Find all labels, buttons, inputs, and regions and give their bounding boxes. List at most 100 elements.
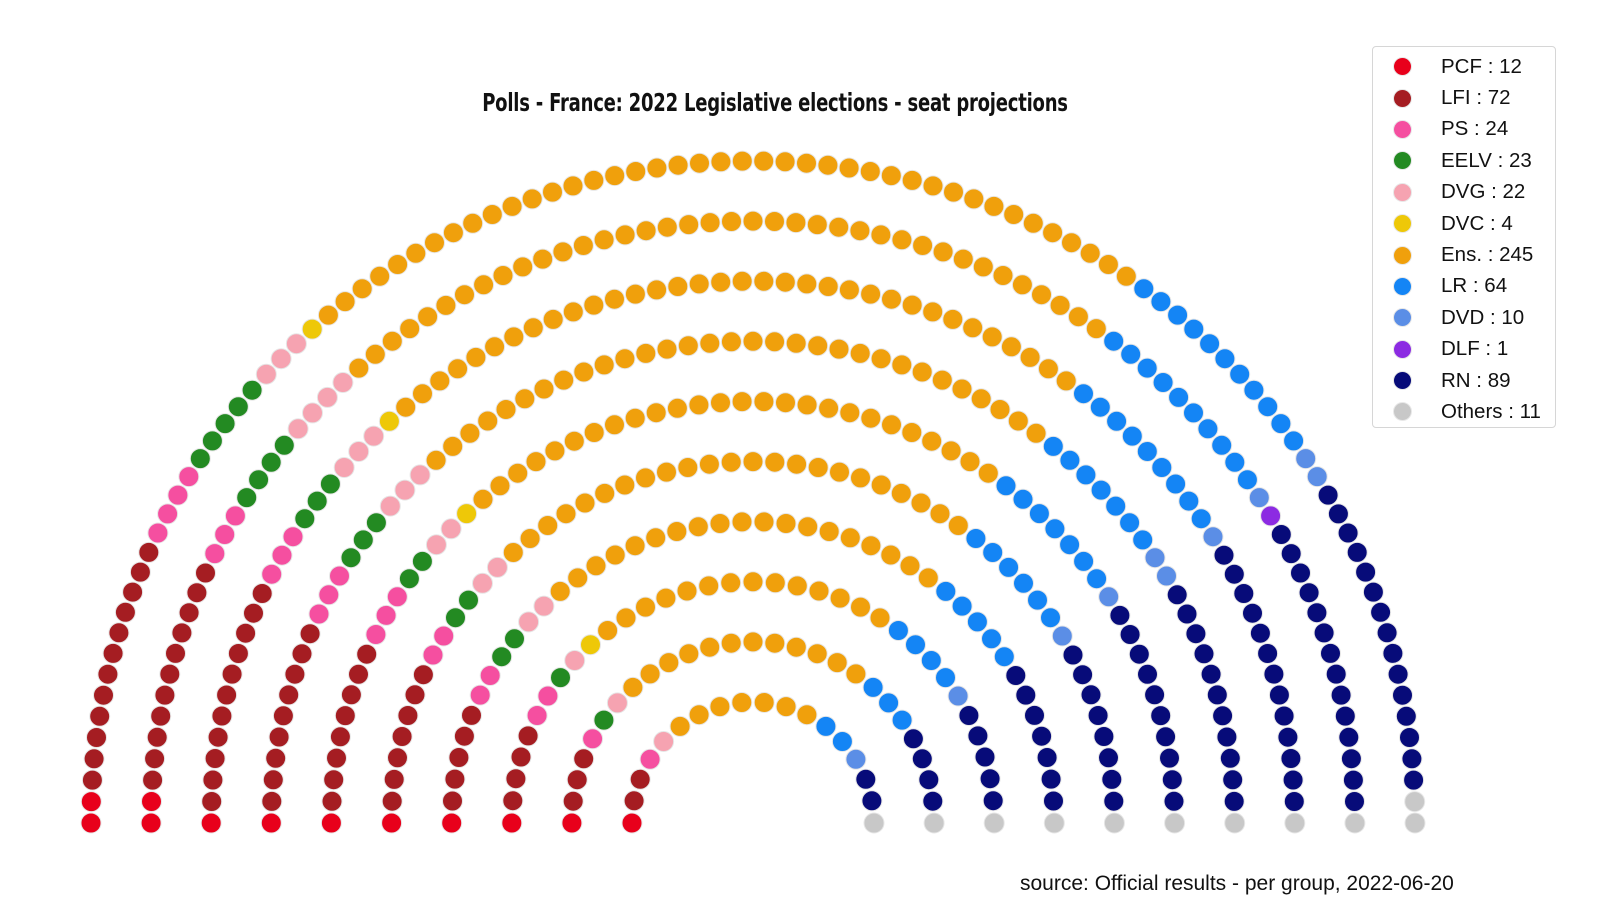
seat-ens [859, 161, 881, 182]
seat-lr [1059, 449, 1081, 471]
seat-ens [364, 343, 386, 365]
seat-pcf [80, 791, 102, 813]
seat-lr [1136, 357, 1158, 379]
seat-eelv [214, 413, 236, 435]
seat-ens [899, 555, 921, 577]
seat-ens [512, 256, 534, 278]
seat-ens [624, 283, 646, 305]
seat-eelv [340, 547, 362, 569]
legend-label: RN : 89 [1441, 368, 1511, 392]
seat-rn [1087, 705, 1109, 726]
seat-lfi [195, 562, 216, 584]
legend-marker [1393, 57, 1412, 77]
seat-rn [918, 769, 940, 791]
seat-ens [688, 394, 710, 416]
seat-ens [721, 211, 742, 232]
seat-ens [774, 271, 796, 293]
seat-dvd [1248, 487, 1270, 509]
seat-ens [425, 449, 447, 471]
seat-pcf [320, 812, 342, 834]
seat-ens [604, 288, 625, 310]
seat-ens [462, 212, 484, 234]
seat-eelv [398, 568, 420, 590]
seat-dvg [409, 464, 431, 486]
seat-ens [764, 451, 786, 473]
seat-lfi [150, 705, 172, 727]
seat-rn [1206, 684, 1228, 706]
seat-ens [922, 175, 944, 197]
seat-lr [891, 709, 913, 731]
seat-lfi [505, 768, 527, 790]
seat-ens [838, 279, 860, 301]
seat-lfi [573, 748, 595, 770]
seat-ens [465, 346, 487, 368]
seat-rn [1280, 748, 1302, 769]
legend-marker [1393, 339, 1412, 359]
seat-ens [731, 511, 753, 533]
seat-ens [977, 462, 999, 484]
seat-rn [1024, 704, 1045, 726]
legend-item: PCF : 12 [1373, 51, 1555, 82]
seat-rn [1166, 584, 1188, 606]
seat-ens [753, 150, 775, 172]
seat-ens [699, 332, 721, 354]
seat-ens [774, 151, 796, 173]
seat-ps [224, 505, 246, 527]
seat-lr [862, 676, 884, 698]
seat-lr [998, 556, 1020, 578]
seat-ens [699, 636, 721, 658]
seat-ens [656, 216, 678, 238]
seat-ens [921, 430, 943, 452]
seat-rn [1080, 684, 1102, 706]
seat-lr [1167, 304, 1189, 326]
seat-rn [979, 768, 1001, 790]
seat-ens [860, 407, 882, 429]
seat-ens [317, 304, 339, 326]
seat-ens [1007, 410, 1029, 432]
seat-ens [1019, 346, 1041, 368]
seat-ens [786, 453, 808, 475]
seat-ens [1061, 232, 1082, 254]
seat-rn [1325, 663, 1347, 685]
legend-label: PCF : 12 [1441, 54, 1522, 78]
seat-lfi [299, 623, 321, 645]
seat-ens [594, 482, 616, 504]
seat-eelv [201, 430, 223, 452]
seat-lr [1132, 529, 1154, 551]
seat-ens [549, 580, 571, 602]
seat-ens [614, 348, 636, 370]
seat-ps [375, 604, 397, 626]
legend-item: PS : 24 [1373, 114, 1555, 145]
seat-ens [775, 696, 797, 718]
seat-ps [582, 728, 604, 750]
seat-ens [666, 397, 688, 419]
seat-dvg [518, 611, 540, 633]
seat-rn [1298, 582, 1320, 604]
seat-rn [1342, 769, 1364, 791]
seat-ens [1031, 284, 1052, 306]
seat-ens [562, 301, 584, 323]
seat-ens [962, 317, 984, 339]
seat-lfi [204, 748, 226, 769]
seat-lr [1075, 464, 1097, 486]
seat-ens [764, 331, 786, 353]
seat-ens [796, 704, 818, 726]
seat-ens [454, 284, 475, 306]
seat-ens [870, 474, 892, 496]
seat-lfi [146, 726, 168, 748]
seat-rn [967, 725, 989, 747]
seat-lr [1105, 495, 1127, 517]
seat-ens [720, 451, 742, 473]
seat-rn [1242, 602, 1263, 624]
seat-rn [1320, 642, 1341, 664]
seat-lr [1044, 518, 1066, 540]
seat-ens [525, 451, 547, 473]
seat-ens [952, 248, 974, 270]
seat-dvg [287, 418, 309, 440]
legend-item: DVC : 4 [1373, 208, 1555, 239]
seat-ens [806, 214, 828, 236]
chart-title: Polls - France: 2022 Legislative electio… [482, 88, 1068, 117]
seat-ens [477, 410, 499, 432]
seat-lfi [186, 582, 208, 604]
seat-eelv [352, 529, 374, 551]
